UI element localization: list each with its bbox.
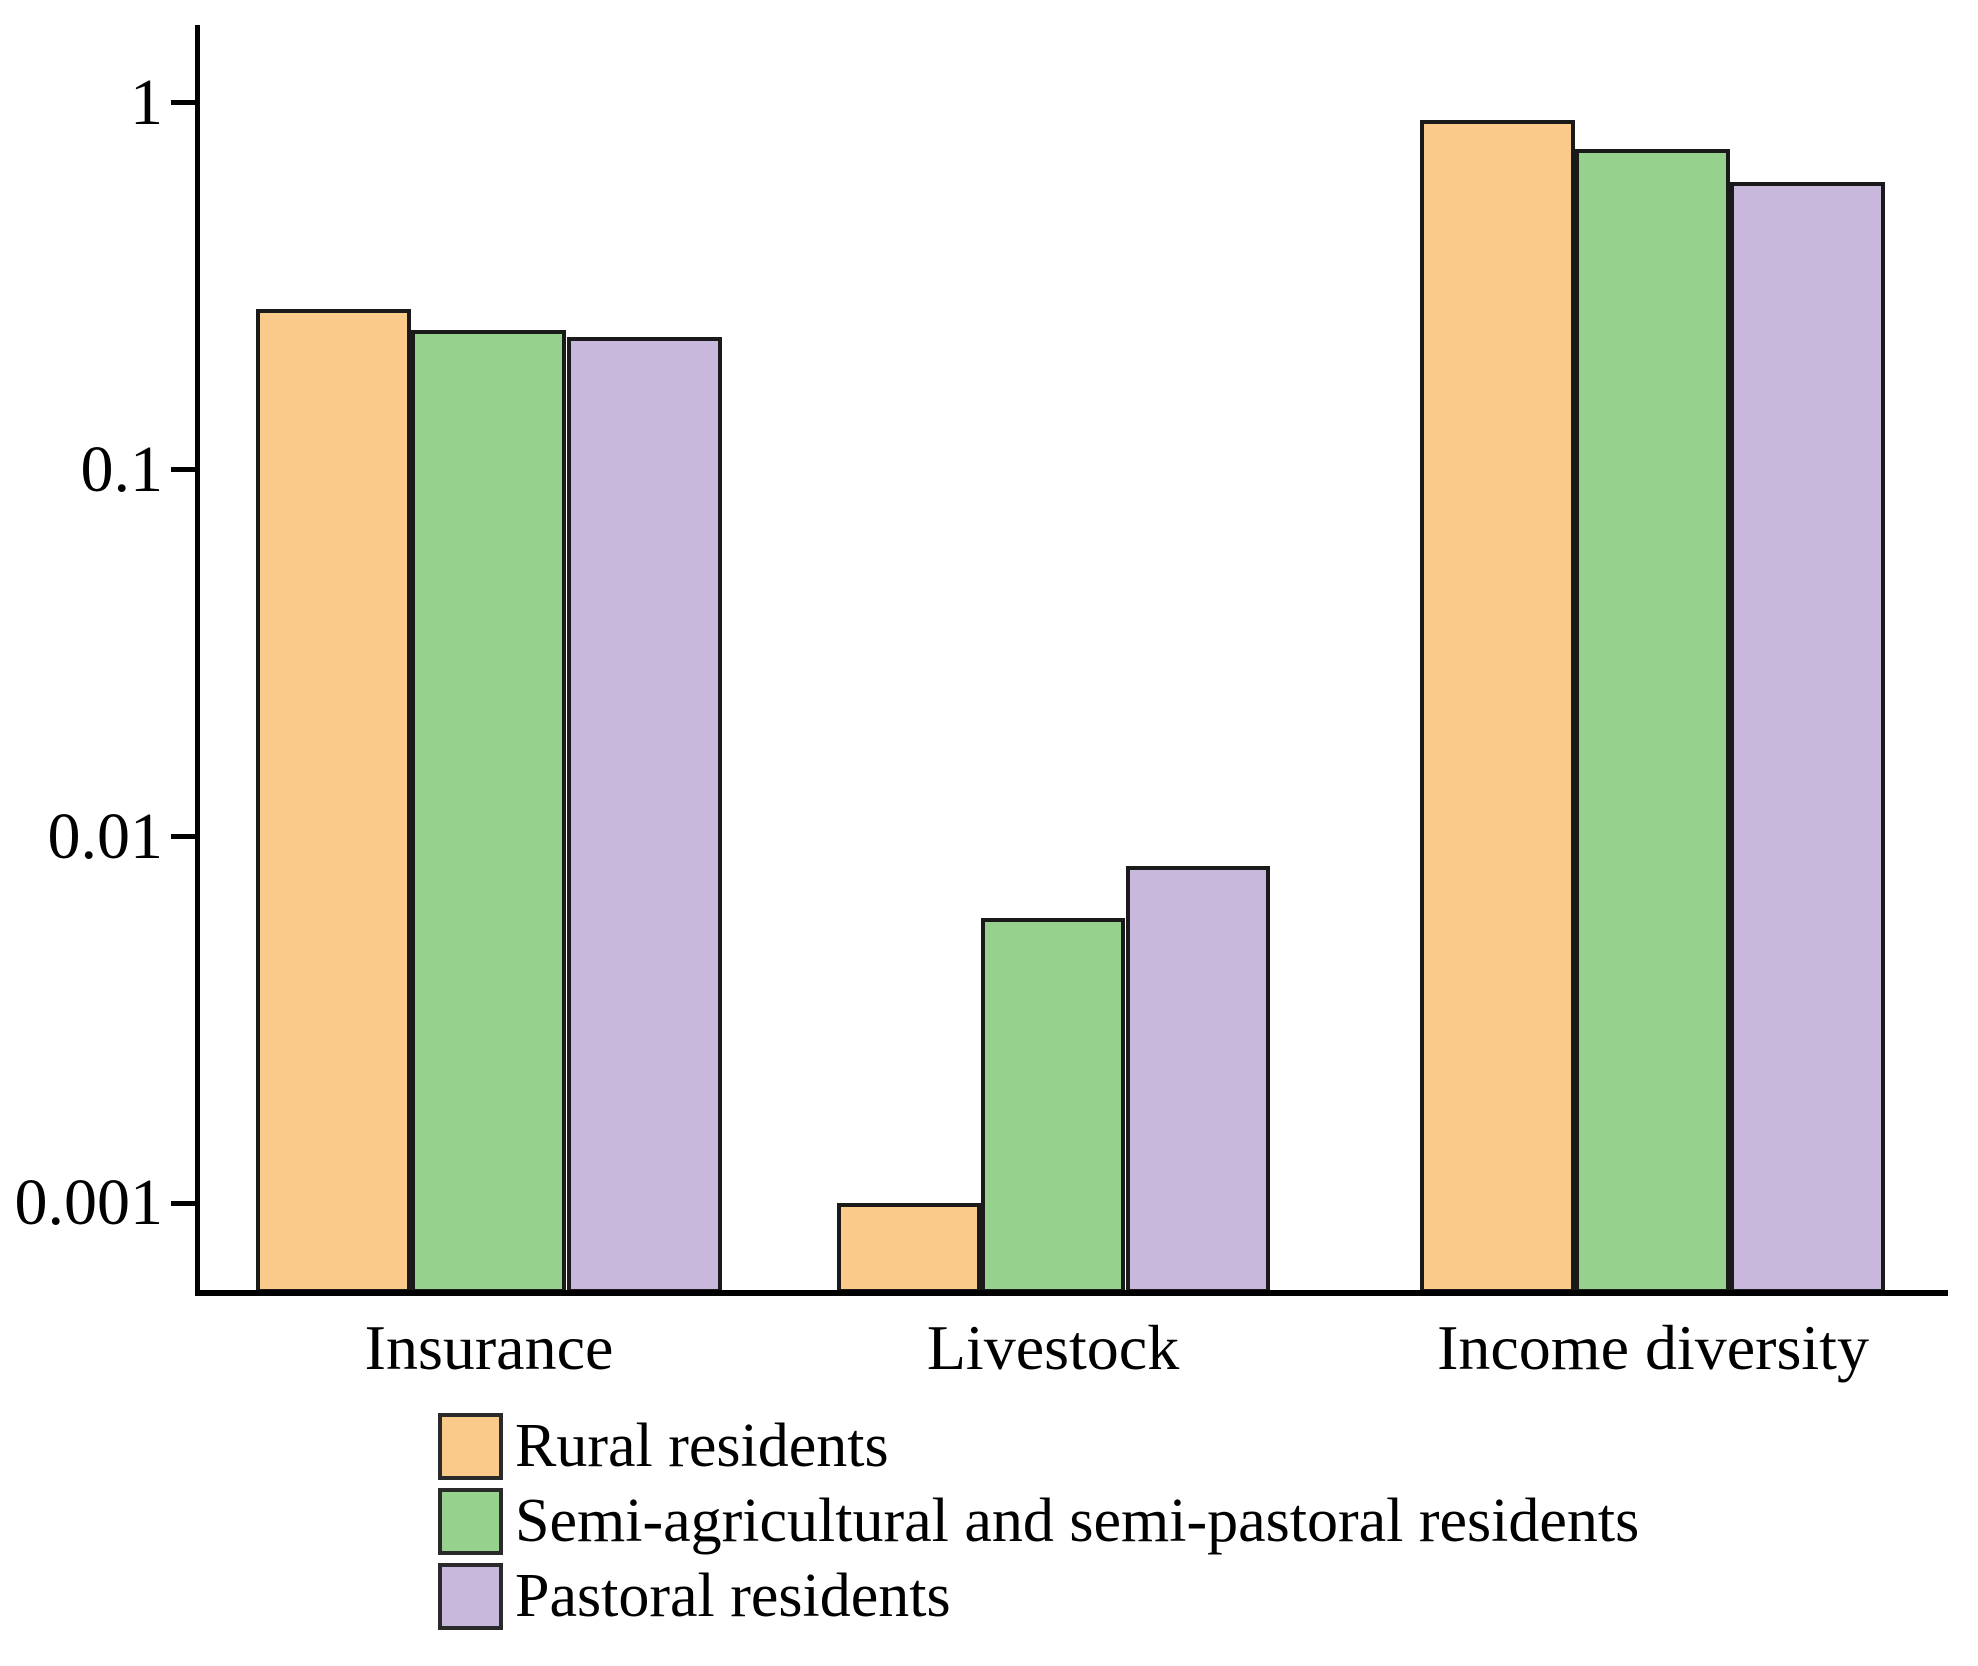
legend-label-semi: Semi-agricultural and semi-pastoral resi… xyxy=(515,1487,1640,1555)
y-axis-tick-label: 0.01 xyxy=(47,800,164,873)
bar-insurance-rural xyxy=(256,309,411,1293)
y-axis-tick xyxy=(171,100,196,105)
bar-livestock-rural xyxy=(837,1203,981,1293)
x-axis-line xyxy=(195,1290,1948,1296)
y-axis-tick xyxy=(171,1201,196,1206)
bar-insurance-pastoral xyxy=(567,337,722,1293)
bar-livestock-pastoral xyxy=(1126,866,1270,1293)
y-axis-tick xyxy=(171,467,196,472)
x-category-label-insurance: Insurance xyxy=(364,1312,614,1383)
legend-swatch-semi xyxy=(438,1488,503,1555)
legend-label-pastoral: Pastoral residents xyxy=(515,1562,951,1630)
legend-swatch-pastoral xyxy=(438,1563,503,1630)
bar-livestock-semi xyxy=(981,918,1125,1293)
y-axis-tick-label: 0.001 xyxy=(14,1166,164,1239)
x-category-label-livestock: Livestock xyxy=(926,1312,1180,1383)
bar-income-diversity-pastoral xyxy=(1730,182,1885,1293)
y-axis-line xyxy=(195,25,200,1296)
legend-label-rural: Rural residents xyxy=(515,1412,889,1480)
bar-income-diversity-rural xyxy=(1420,120,1575,1293)
y-axis-tick xyxy=(171,834,196,839)
bar-income-diversity-semi xyxy=(1575,149,1730,1293)
y-axis-tick-label: 1 xyxy=(130,66,163,139)
x-category-label-income-diversity: Income diversity xyxy=(1437,1312,1869,1383)
y-axis-tick-label: 0.1 xyxy=(80,433,164,506)
bar-insurance-semi xyxy=(411,330,566,1293)
legend-swatch-rural xyxy=(438,1413,503,1480)
